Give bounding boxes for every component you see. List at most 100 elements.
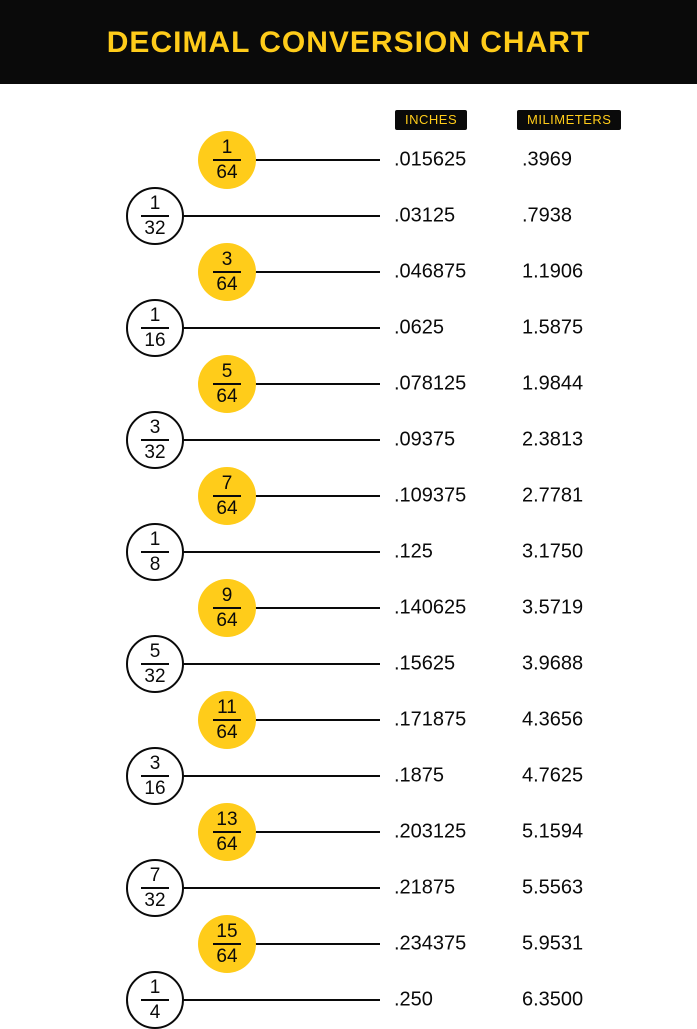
fraction-numerator: 7	[150, 866, 161, 887]
fraction-numerator: 9	[222, 586, 233, 607]
conversion-row: 564 .078125 1.9844	[0, 356, 697, 412]
fraction-circle: 316	[126, 747, 184, 805]
conversion-row: 116.06251.5875	[0, 300, 697, 356]
fraction-numerator: 5	[222, 362, 233, 383]
conversion-row: 964 .140625 3.5719	[0, 580, 697, 636]
fraction-numerator: 1	[222, 138, 233, 159]
lead-line	[182, 663, 380, 665]
inches-value: .03125	[394, 205, 455, 228]
fraction-denominator: 64	[216, 945, 237, 966]
fraction-circle: 116	[126, 299, 184, 357]
fraction-numerator: 13	[216, 810, 237, 831]
inches-value: .078125	[394, 373, 466, 396]
fraction-circle: 18	[126, 523, 184, 581]
column-headers: INCHES MILIMETERS	[0, 110, 697, 132]
inches-value: .109375	[394, 485, 466, 508]
mm-value: 2.7781	[522, 485, 583, 508]
mm-value: 1.1906	[522, 261, 583, 284]
mm-value: 1.5875	[522, 317, 583, 340]
mm-value: .3969	[522, 149, 572, 172]
mm-value: 5.5563	[522, 877, 583, 900]
conversion-row: 1164.1718754.3656	[0, 692, 697, 748]
fraction-numerator: 3	[150, 418, 161, 439]
inches-value: .171875	[394, 709, 466, 732]
mm-value: .7938	[522, 205, 572, 228]
fraction-numerator: 11	[217, 698, 237, 719]
conversion-row: 1364 .203125 5.1594	[0, 804, 697, 860]
conversion-row: 132 .03125 .7938	[0, 188, 697, 244]
inches-value: .140625	[394, 597, 466, 620]
fraction-numerator: 5	[150, 642, 161, 663]
lead-line	[182, 999, 380, 1001]
mm-value: 2.3813	[522, 429, 583, 452]
fraction-circle: 964	[198, 579, 256, 637]
lead-line	[182, 887, 380, 889]
chart-area: INCHES MILIMETERS 164.015625.3969132.031…	[0, 110, 697, 1006]
lead-line	[254, 831, 380, 833]
mm-value: 5.1594	[522, 821, 583, 844]
header-mm: MILIMETERS	[517, 110, 621, 130]
conversion-row: 532 .15625 3.9688	[0, 636, 697, 692]
fraction-circle: 1564	[198, 915, 256, 973]
fraction-numerator: 1	[150, 978, 161, 999]
fraction-numerator: 15	[216, 922, 237, 943]
title-bar: DECIMAL CONVERSION CHART	[0, 0, 697, 84]
fraction-denominator: 32	[144, 441, 165, 462]
inches-value: .21875	[394, 877, 455, 900]
inches-value: .046875	[394, 261, 466, 284]
header-inches: INCHES	[395, 110, 467, 130]
fraction-denominator: 4	[150, 1001, 161, 1022]
fraction-circle: 564	[198, 355, 256, 413]
conversion-row: 732 .21875 5.5563	[0, 860, 697, 916]
fraction-denominator: 64	[216, 609, 237, 630]
lead-line	[254, 719, 380, 721]
mm-value: 3.5719	[522, 597, 583, 620]
conversion-row: 164 .015625 .3969	[0, 132, 697, 188]
fraction-denominator: 8	[150, 553, 161, 574]
inches-value: .234375	[394, 933, 466, 956]
rows-container: 164.015625.3969132.03125.7938364.0468751…	[0, 132, 697, 1028]
lead-line	[254, 607, 380, 609]
mm-value: 3.1750	[522, 541, 583, 564]
fraction-numerator: 1	[150, 530, 161, 551]
inches-value: .125	[394, 541, 433, 564]
conversion-row: 18 .125 3.1750	[0, 524, 697, 580]
mm-value: 3.9688	[522, 653, 583, 676]
lead-line	[182, 551, 380, 553]
fraction-denominator: 32	[144, 889, 165, 910]
fraction-denominator: 32	[144, 217, 165, 238]
lead-line	[254, 495, 380, 497]
fraction-circle: 14	[126, 971, 184, 1029]
conversion-row: 364 .046875 1.1906	[0, 244, 697, 300]
fraction-numerator: 7	[222, 474, 233, 495]
fraction-circle: 764	[198, 467, 256, 525]
lead-line	[182, 215, 380, 217]
page-title: DECIMAL CONVERSION CHART	[0, 26, 697, 60]
conversion-row: 1564.2343755.9531	[0, 916, 697, 972]
fraction-denominator: 64	[216, 161, 237, 182]
fraction-denominator: 64	[216, 833, 237, 854]
fraction-numerator: 3	[222, 250, 233, 271]
inches-value: .250	[394, 989, 433, 1012]
fraction-circle: 732	[126, 859, 184, 917]
fraction-circle: 1164	[198, 691, 256, 749]
mm-value: 1.9844	[522, 373, 583, 396]
mm-value: 4.7625	[522, 765, 583, 788]
fraction-circle: 532	[126, 635, 184, 693]
fraction-denominator: 64	[216, 385, 237, 406]
inches-value: .203125	[394, 821, 466, 844]
inches-value: .15625	[394, 653, 455, 676]
lead-line	[182, 775, 380, 777]
inches-value: .015625	[394, 149, 466, 172]
fraction-circle: 364	[198, 243, 256, 301]
fraction-circle: 132	[126, 187, 184, 245]
lead-line	[254, 943, 380, 945]
conversion-row: 14.2506.3500	[0, 972, 697, 1028]
lead-line	[254, 271, 380, 273]
fraction-circle: 164	[198, 131, 256, 189]
conversion-row: 332 .09375 2.3813	[0, 412, 697, 468]
lead-line	[254, 383, 380, 385]
inches-value: .09375	[394, 429, 455, 452]
fraction-denominator: 16	[144, 777, 165, 798]
fraction-numerator: 3	[150, 754, 161, 775]
